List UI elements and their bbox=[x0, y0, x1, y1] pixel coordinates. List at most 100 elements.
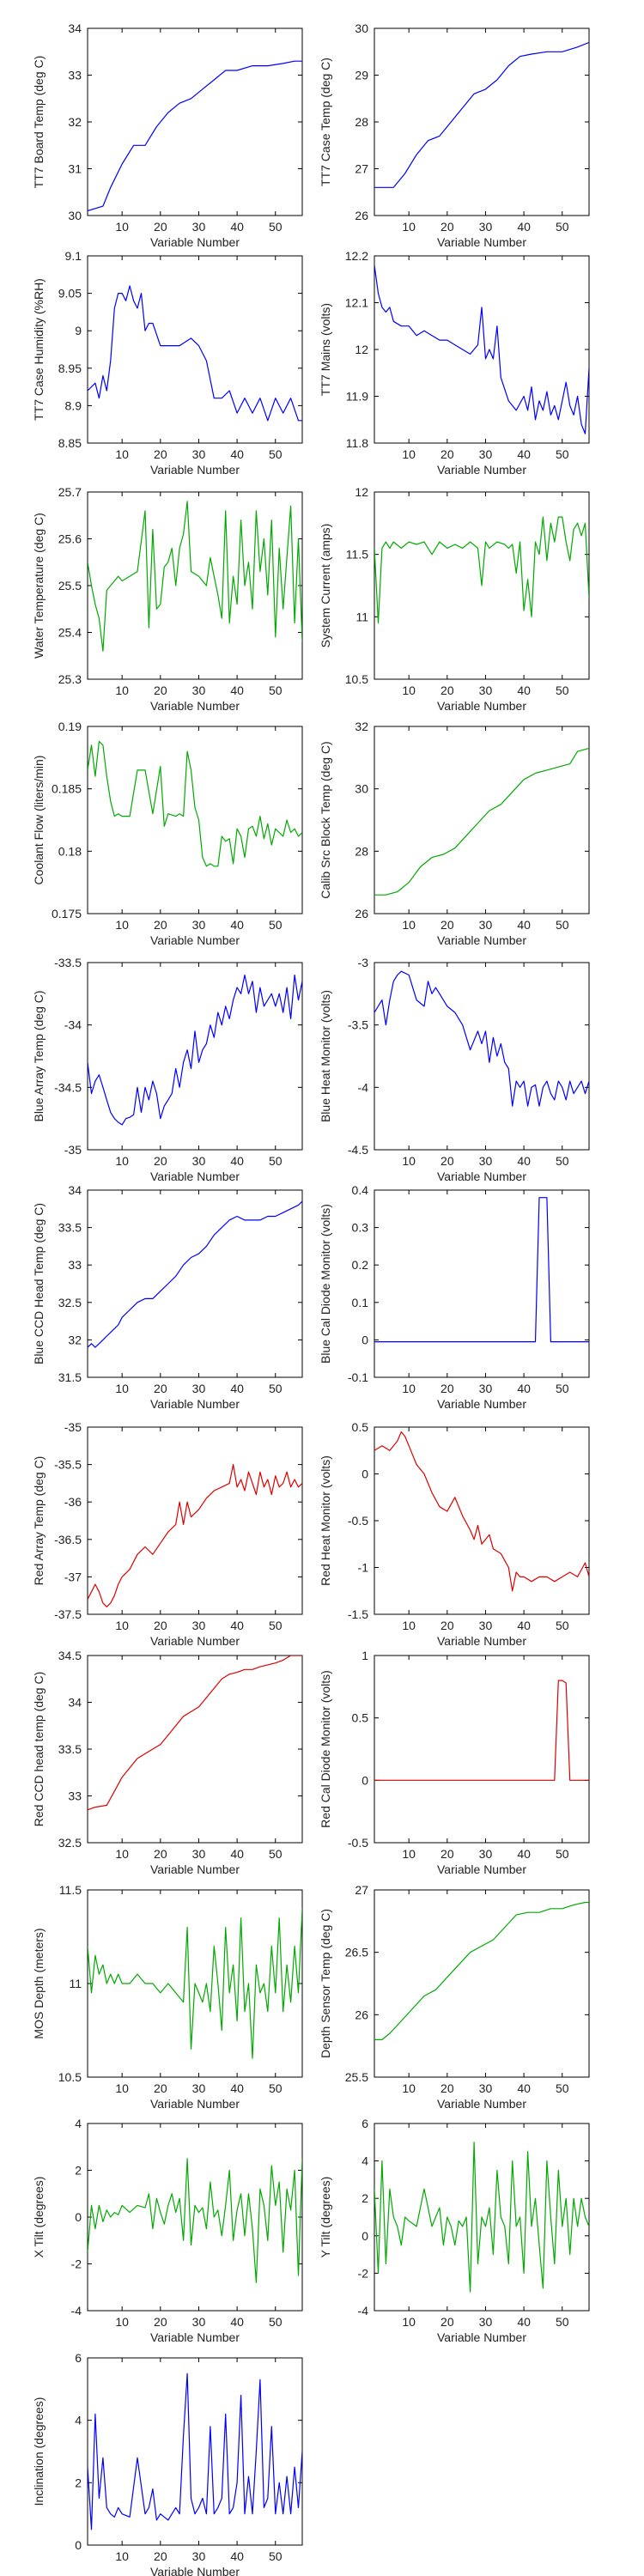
x-tick-label: 10 bbox=[402, 1847, 416, 1861]
y-tick-label: -33.5 bbox=[54, 956, 82, 969]
series-line bbox=[88, 740, 302, 867]
x-tick-label: 20 bbox=[154, 220, 167, 234]
chart-panel-8: 26 28 30 32 10 20 30 40 50 Variable Number Calib S… bbox=[319, 720, 590, 947]
chart-panel-18: 25.5 26 26.5 27 10 20 30 40 50 Variable Number Dep… bbox=[319, 1883, 590, 2111]
y-tick-label: 12.2 bbox=[345, 249, 368, 263]
chart-panel-14: -1.5 -1 -0.5 0 0.5 10 20 30 40 50 Variable Number R… bbox=[319, 1420, 590, 1648]
x-tick-label: 20 bbox=[154, 918, 167, 932]
y-tick-label: 31.5 bbox=[58, 1370, 82, 1384]
y-tick-label: 30 bbox=[355, 21, 368, 35]
x-axis-label: Variable Number bbox=[437, 235, 526, 249]
plot-frame bbox=[374, 27, 590, 216]
x-tick-label: 40 bbox=[517, 1382, 531, 1395]
y-tick-label: 27 bbox=[355, 1883, 368, 1897]
y-tick-label: 28 bbox=[355, 115, 368, 129]
y-tick-label: 11 bbox=[355, 610, 368, 623]
x-tick-label: 30 bbox=[192, 220, 206, 234]
plot-frame bbox=[87, 962, 303, 1151]
x-tick-label: 30 bbox=[479, 1847, 493, 1861]
chart-panel-7: 0.175 0.18 0.185 0.19 10 20 30 40 50 Variable Num… bbox=[32, 720, 303, 947]
y-tick-label: 26 bbox=[355, 2008, 368, 2021]
series-line bbox=[88, 2158, 302, 2283]
x-tick-label: 40 bbox=[230, 1619, 244, 1632]
x-tick-label: 40 bbox=[517, 2315, 531, 2329]
x-tick-label: 10 bbox=[115, 2315, 129, 2329]
x-tick-label: 30 bbox=[479, 1382, 493, 1395]
x-tick-label: 10 bbox=[115, 2549, 129, 2563]
x-tick-label: 40 bbox=[230, 2315, 244, 2329]
series-line bbox=[374, 516, 589, 624]
plot-frame bbox=[87, 2123, 303, 2312]
y-tick-label: 0.1 bbox=[352, 1296, 369, 1309]
y-tick-label: 11.5 bbox=[59, 1883, 82, 1897]
x-tick-label: 20 bbox=[154, 447, 167, 461]
plot-frame bbox=[87, 27, 303, 216]
chart-panel-3: 8.85 8.9 8.95 9 9.05 9.1 10 20 30 40 50 Variable Nu… bbox=[32, 249, 303, 477]
chart-panel-5: 25.3 25.4 25.5 25.6 25.7 10 20 30 40 50 Variable N… bbox=[32, 485, 303, 713]
plot-frame bbox=[87, 1426, 303, 1615]
series-line bbox=[88, 285, 302, 422]
x-tick-label: 30 bbox=[192, 1154, 206, 1168]
y-axis-label: Inclination (degrees) bbox=[32, 2397, 46, 2506]
x-tick-label: 10 bbox=[402, 1619, 416, 1632]
y-tick-label: 11.9 bbox=[346, 390, 368, 404]
plot-frame bbox=[87, 1189, 303, 1378]
y-tick-label: 30 bbox=[355, 782, 368, 796]
y-axis-label: Calib Src Block Temp (deg C) bbox=[319, 741, 332, 898]
y-tick-label: 32.5 bbox=[58, 1836, 82, 1850]
y-tick-label: -34.5 bbox=[54, 1080, 82, 1094]
x-axis-label: Variable Number bbox=[437, 1634, 526, 1648]
plot-frame bbox=[374, 2123, 590, 2312]
y-tick-label: 29 bbox=[355, 69, 368, 82]
y-axis-label: X Tilt (degrees) bbox=[32, 2177, 46, 2258]
y-tick-label: -4 bbox=[71, 2304, 82, 2318]
y-tick-label: 12 bbox=[355, 485, 368, 499]
y-tick-label: 11.8 bbox=[346, 436, 368, 450]
x-tick-label: 40 bbox=[517, 447, 531, 461]
y-tick-label: 25.4 bbox=[58, 626, 82, 640]
y-tick-label: 32.5 bbox=[58, 1296, 82, 1309]
x-tick-label: 50 bbox=[556, 220, 569, 234]
x-axis-label: Variable Number bbox=[437, 1862, 526, 1876]
y-tick-label: 34 bbox=[68, 1183, 82, 1197]
series-line bbox=[88, 1656, 302, 1811]
y-tick-label: 9.1 bbox=[65, 249, 82, 263]
y-axis-label: Blue Cal Diode Monitor (volts) bbox=[319, 1204, 332, 1364]
x-tick-label: 10 bbox=[402, 220, 416, 234]
x-tick-label: 40 bbox=[230, 683, 244, 697]
x-tick-label: 40 bbox=[517, 220, 531, 234]
x-axis-label: Variable Number bbox=[150, 1397, 240, 1411]
x-tick-label: 10 bbox=[115, 918, 129, 932]
x-tick-label: 20 bbox=[440, 1619, 454, 1632]
chart-panel-17: 10.5 11 11.5 10 20 30 40 50 Variable Number MOS D… bbox=[32, 1883, 303, 2111]
y-tick-label: 0.4 bbox=[352, 1183, 369, 1197]
y-tick-label: 0 bbox=[75, 2538, 82, 2552]
x-tick-label: 30 bbox=[192, 1382, 206, 1395]
x-tick-label: 40 bbox=[230, 447, 244, 461]
y-tick-label: 0 bbox=[361, 2229, 368, 2243]
x-tick-label: 40 bbox=[230, 220, 244, 234]
y-tick-label: -35 bbox=[64, 1143, 82, 1157]
y-tick-label: -2 bbox=[71, 2257, 82, 2271]
y-tick-label: 32 bbox=[68, 1333, 82, 1346]
y-tick-label: 33 bbox=[68, 69, 82, 82]
plot-frame bbox=[87, 726, 303, 914]
y-tick-label: 1 bbox=[361, 1649, 368, 1662]
y-tick-label: 8.95 bbox=[58, 361, 82, 375]
y-tick-label: -0.5 bbox=[348, 1514, 368, 1528]
x-tick-label: 30 bbox=[479, 1154, 493, 1168]
x-tick-label: 20 bbox=[440, 1382, 454, 1395]
x-axis-label: Variable Number bbox=[150, 1170, 240, 1183]
x-tick-label: 20 bbox=[154, 2081, 167, 2095]
x-axis-label: Variable Number bbox=[150, 933, 240, 947]
y-tick-label: -36.5 bbox=[54, 1533, 82, 1546]
series-line bbox=[88, 1463, 302, 1607]
x-tick-label: 20 bbox=[440, 1154, 454, 1168]
series-line bbox=[374, 264, 589, 434]
x-axis-label: Variable Number bbox=[150, 463, 240, 477]
x-tick-label: 40 bbox=[517, 1154, 531, 1168]
y-axis-label: Red CCD head temp (deg C) bbox=[32, 1672, 46, 1827]
y-tick-label: -1 bbox=[358, 1561, 369, 1575]
series-line bbox=[88, 1200, 302, 1348]
